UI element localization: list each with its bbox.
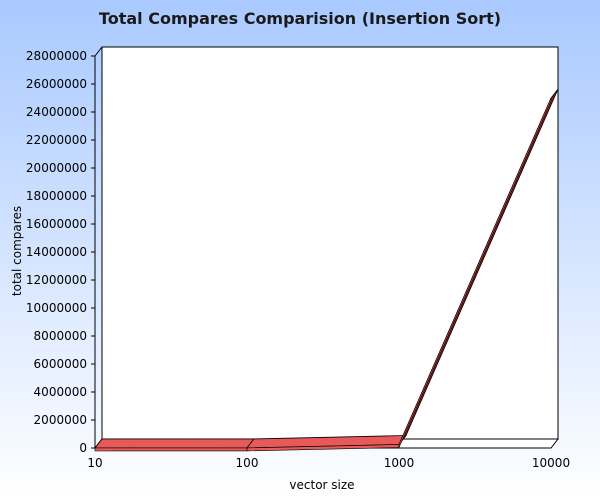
- x-axis: 10 100 1000 10000: [87, 456, 570, 470]
- y-tick-label: 4000000: [34, 385, 87, 399]
- x-tick-label: 100: [236, 456, 259, 470]
- x-tick-label: 1000: [384, 456, 415, 470]
- series-segment: [94, 438, 255, 449]
- x-tick-label: 10000: [532, 456, 570, 470]
- y-tick-label: 20000000: [26, 161, 87, 175]
- y-tick-label: 24000000: [26, 105, 87, 119]
- y-tick-label: 10000000: [26, 301, 87, 315]
- y-tick-label: 2000000: [34, 413, 87, 427]
- y-tick-label: 26000000: [26, 77, 87, 91]
- series-layer: [94, 88, 559, 452]
- y-axis: 0 2000000 4000000 6000000 8000000 10000000 120…: [26, 49, 95, 455]
- y-tick-label: 6000000: [34, 357, 87, 371]
- y-tick-label: 14000000: [26, 245, 87, 259]
- series-segment-face: [398, 97, 552, 448]
- y-axis-label: total compares: [10, 206, 24, 296]
- chart-title: Total Compares Comparision (Insertion So…: [99, 9, 501, 28]
- y-tick-label: 0: [79, 441, 87, 455]
- x-axis-label: vector size: [289, 478, 354, 492]
- y-tick-label: 12000000: [26, 273, 87, 287]
- y-tick-label: 18000000: [26, 189, 87, 203]
- series-segment-face: [94, 447, 248, 452]
- y-tick-label: 16000000: [26, 217, 87, 231]
- y-tick-label: 28000000: [26, 49, 87, 63]
- y-tick-label: 22000000: [26, 133, 87, 147]
- x-tick-label: 10: [87, 456, 102, 470]
- y-tick-label: 8000000: [34, 329, 87, 343]
